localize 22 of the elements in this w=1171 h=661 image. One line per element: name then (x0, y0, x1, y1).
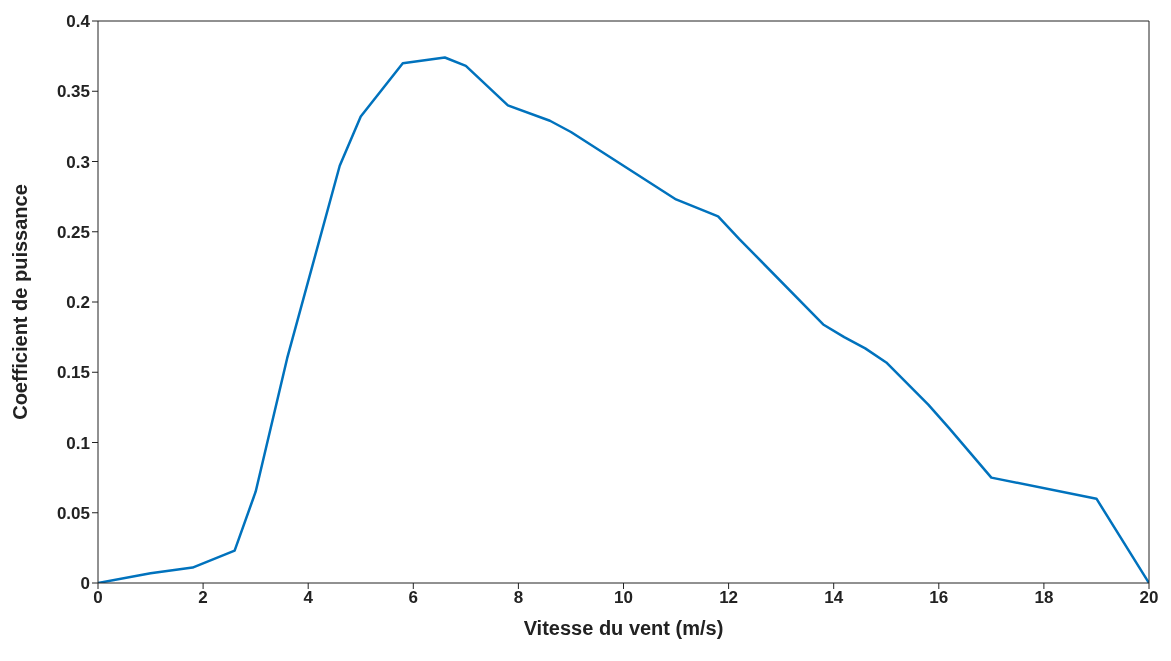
x-axis-title: Vitesse du vent (m/s) (523, 617, 724, 639)
x-tick-label: 18 (1034, 588, 1054, 608)
x-tick-label: 4 (303, 588, 314, 608)
x-tick-label: 14 (824, 588, 844, 608)
y-tick-label: 0.3 (66, 152, 90, 172)
x-tick-label: 16 (929, 588, 949, 608)
y-tick-label: 0.05 (56, 503, 90, 523)
x-tick-label: 0 (93, 588, 103, 608)
x-tick-label: 2 (198, 588, 208, 608)
y-tick-label: 0.25 (56, 222, 90, 242)
x-tick-label: 12 (719, 588, 739, 608)
y-tick-label: 0.1 (66, 433, 90, 453)
y-tick-label: 0.2 (66, 293, 90, 313)
y-tick-label: 0.4 (66, 12, 91, 32)
x-tick-label: 20 (1139, 588, 1159, 608)
y-tick-label: 0.35 (56, 82, 90, 102)
x-tick-label: 8 (513, 588, 524, 608)
x-tick-label: 10 (614, 588, 633, 608)
y-tick-label: 0.15 (56, 363, 90, 383)
x-tick-label: 6 (408, 588, 419, 608)
y-axis-title: Coefficient de puissance (9, 184, 32, 420)
y-tick-label: 0 (80, 574, 90, 594)
